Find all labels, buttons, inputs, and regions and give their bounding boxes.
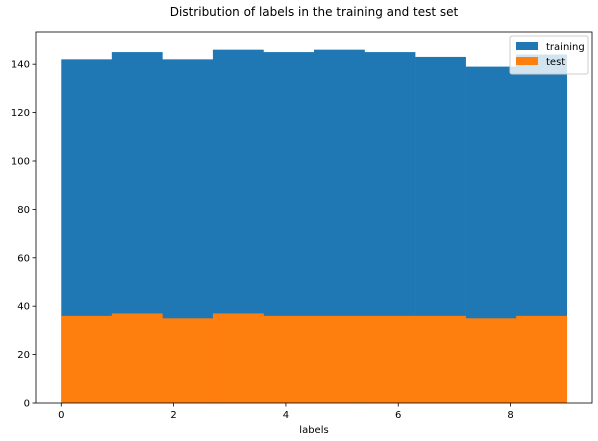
- x-axis-label: labels: [299, 425, 328, 436]
- x-axis-ticks: 0 2 4 6 8: [58, 403, 514, 421]
- legend-swatch-training: [516, 42, 538, 50]
- bar-test-2: [162, 318, 214, 403]
- plot-area-frame: [35, 31, 593, 404]
- bar-test-8: [465, 318, 517, 403]
- y-tick-label: 60: [17, 253, 30, 264]
- x-tick-label: 4: [283, 410, 289, 421]
- y-axis-ticks: 0 20 40 60 80 100 120 140: [11, 60, 36, 410]
- chart-title: Distribution of labels in the training a…: [170, 5, 459, 19]
- bar-test-3: [212, 313, 264, 403]
- y-tick-label: 40: [17, 302, 30, 313]
- legend-label-test: test: [546, 57, 565, 68]
- bar-test-4: [263, 315, 315, 403]
- x-tick-label: 8: [507, 410, 513, 421]
- y-tick-label: 120: [11, 108, 30, 119]
- legend: training test: [509, 35, 589, 75]
- bar-test-0: [61, 315, 113, 403]
- series-test-bars: [61, 313, 568, 403]
- bar-test-1: [111, 313, 163, 403]
- y-tick-label: 80: [17, 205, 30, 216]
- bar-test-6: [364, 315, 416, 403]
- bar-test-7: [415, 315, 466, 403]
- legend-swatch-test: [516, 57, 538, 65]
- x-tick-label: 0: [58, 410, 64, 421]
- bar-test-5: [314, 315, 365, 403]
- bar-test-9: [516, 315, 568, 403]
- x-tick-label: 2: [170, 410, 176, 421]
- y-tick-label: 0: [24, 399, 30, 410]
- y-tick-label: 140: [11, 60, 30, 71]
- x-tick-label: 6: [395, 410, 401, 421]
- legend-label-training: training: [546, 42, 585, 53]
- y-tick-label: 20: [17, 350, 30, 361]
- y-tick-label: 100: [11, 156, 30, 167]
